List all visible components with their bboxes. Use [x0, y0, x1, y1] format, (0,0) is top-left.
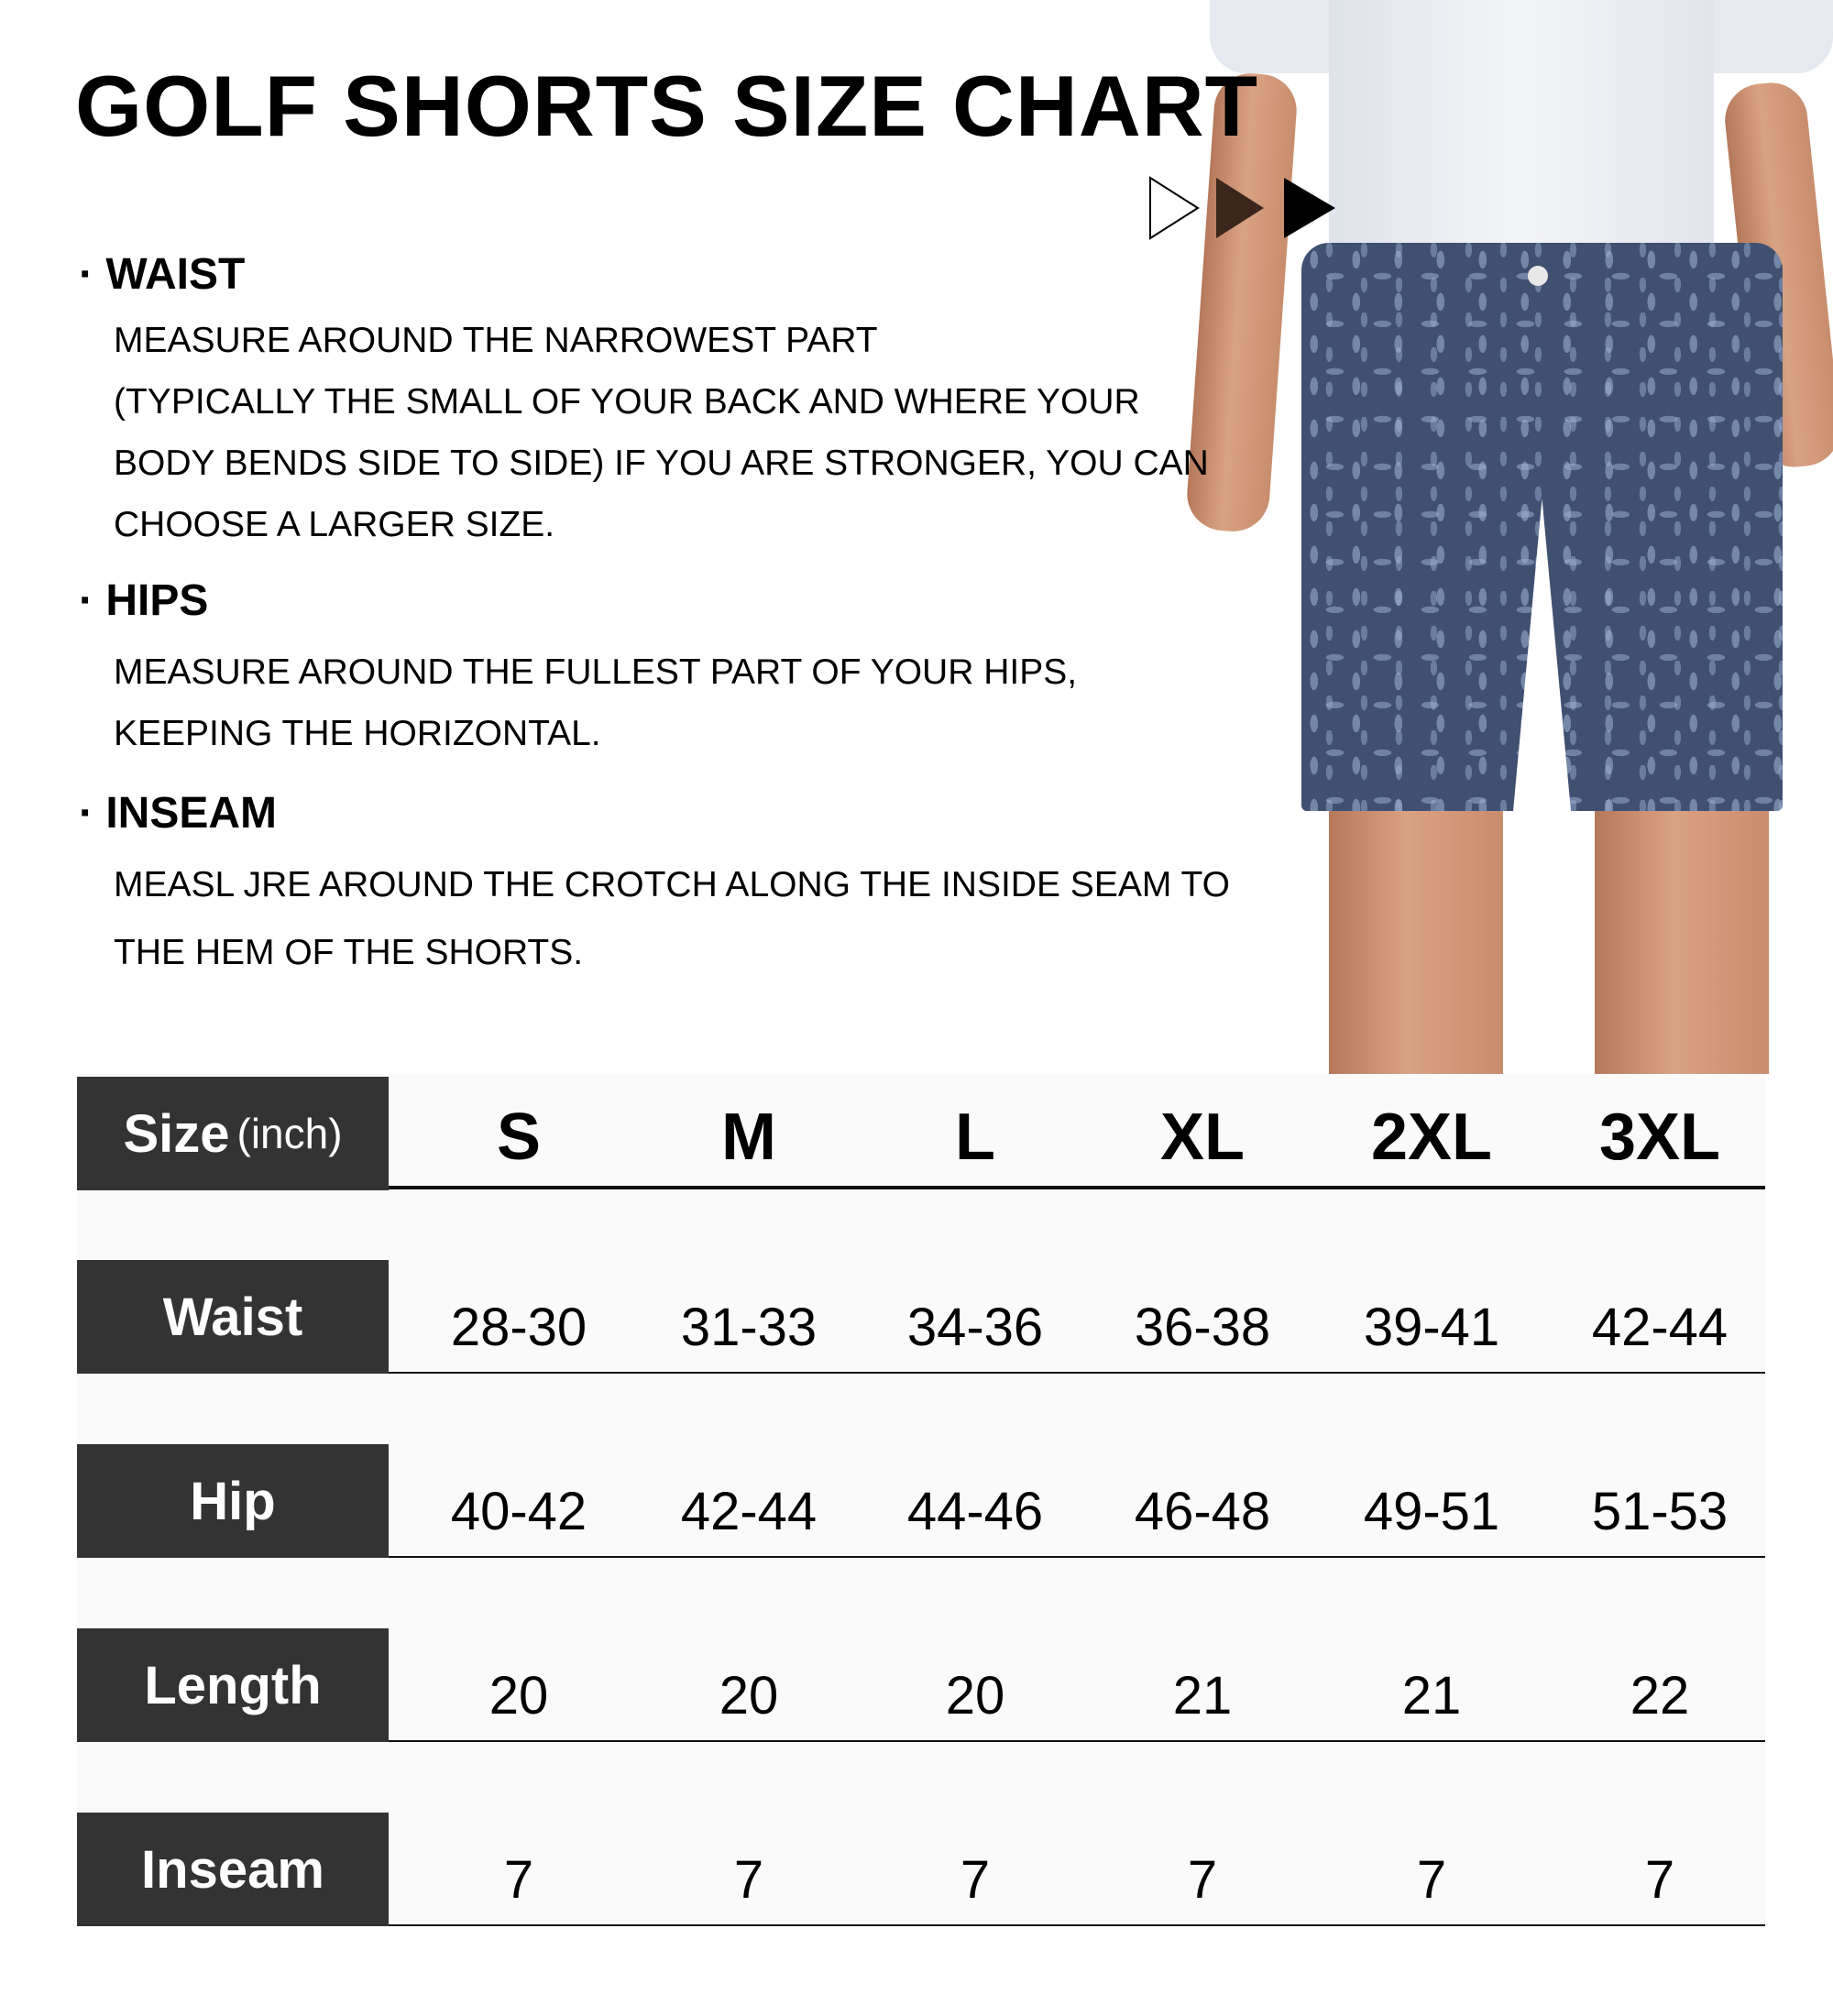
table-cell: 22: [1630, 1666, 1690, 1726]
right-leg: [1595, 788, 1769, 1074]
row-divider: [389, 1924, 1765, 1926]
arrow-outline-icon: [1149, 176, 1200, 240]
table-cell: 21: [1172, 1666, 1233, 1726]
left-leg: [1329, 788, 1503, 1074]
table-cell: 42-44: [1591, 1298, 1729, 1357]
table-cell: 42-44: [680, 1482, 818, 1541]
row-label: Inseam: [77, 1813, 389, 1926]
button: [1528, 266, 1548, 286]
row-label: Hip: [77, 1444, 389, 1558]
page-title: GOLF SHORTS SIZE CHART: [75, 58, 1258, 154]
table-cell: 7: [1416, 1850, 1447, 1910]
table-cell: 7: [503, 1850, 534, 1910]
section-text: MEASURE AROUND THE FULLEST PART OF YOUR …: [114, 652, 1078, 692]
section-text: BODY BENDS SIDE TO SIDE) IF YOU ARE STRO…: [114, 444, 1209, 483]
section-inseam-heading: · INSEAM: [79, 789, 277, 838]
row-divider: [389, 1556, 1765, 1558]
arrows-decoration: [1149, 176, 1335, 240]
table-cell: 34-36: [906, 1298, 1044, 1357]
shorts: [1301, 243, 1783, 811]
section-text: (TYPICALLY THE SMALL OF YOUR BACK AND WH…: [114, 382, 1140, 422]
table-cell: 21: [1401, 1666, 1462, 1726]
size-header-3: XL: [1159, 1101, 1245, 1174]
row-label: Waist: [77, 1260, 389, 1374]
arrow-black-icon: [1284, 178, 1335, 238]
section-waist-heading: · WAIST: [79, 250, 246, 299]
table-cell: 7: [733, 1850, 764, 1910]
header-unit: (inch): [236, 1110, 343, 1157]
table-cell: 7: [1187, 1850, 1218, 1910]
table-cell: 20: [719, 1666, 779, 1726]
section-text: THE HEM OF THE SHORTS.: [114, 933, 584, 972]
table-cell: 51-53: [1591, 1482, 1729, 1541]
header-size: Size: [123, 1103, 230, 1164]
header-label: Size (inch): [77, 1077, 389, 1190]
size-header-1: M: [721, 1101, 776, 1174]
table-cell: 28-30: [450, 1298, 587, 1357]
section-hips-heading: · HIPS: [79, 576, 209, 625]
section-text: CHOOSE A LARGER SIZE.: [114, 505, 555, 544]
table-cell: 44-46: [906, 1482, 1044, 1541]
arrow-brown-icon: [1216, 178, 1264, 238]
size-header-5: 3XL: [1598, 1101, 1721, 1174]
size-header-4: 2XL: [1370, 1101, 1493, 1174]
table-cell: 49-51: [1363, 1482, 1500, 1541]
header-divider: [389, 1186, 1765, 1189]
section-text: KEEPING THE HORIZONTAL.: [114, 714, 601, 753]
table-cell: 31-33: [680, 1298, 818, 1357]
section-text: MEASURE AROUND THE NARROWEST PART: [114, 321, 878, 360]
table-cell: 36-38: [1134, 1298, 1271, 1357]
table-cell: 40-42: [450, 1482, 587, 1541]
table-cell: 7: [1644, 1850, 1675, 1910]
product-photo: [1182, 0, 1833, 1074]
table-cell: 7: [960, 1850, 991, 1910]
table-cell: 20: [945, 1666, 1005, 1726]
row-divider: [389, 1372, 1765, 1374]
row-divider: [389, 1740, 1765, 1742]
row-label: Length: [77, 1628, 389, 1742]
table-cell: 20: [488, 1666, 549, 1726]
size-header-2: L: [955, 1101, 995, 1174]
section-text: MEASL JRE AROUND THE CROTCH ALONG THE IN…: [114, 865, 1230, 904]
shirt: [1329, 0, 1714, 257]
table-cell: 39-41: [1363, 1298, 1500, 1357]
table-cell: 46-48: [1134, 1482, 1271, 1541]
size-header-0: S: [496, 1101, 542, 1174]
